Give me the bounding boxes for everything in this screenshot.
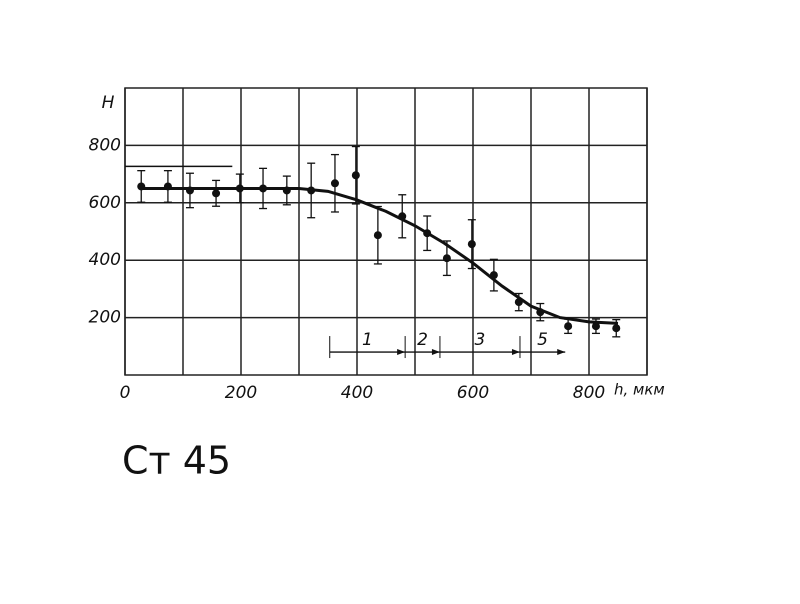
x-axis-label: h, мкм [614, 381, 665, 399]
point [423, 229, 432, 238]
point [591, 322, 600, 331]
y-tick-label: 800 [89, 135, 121, 155]
point [398, 212, 407, 221]
point [489, 271, 498, 280]
x-tick-label: 400 [341, 383, 373, 403]
y-tick-label: 200 [89, 308, 121, 328]
point [612, 324, 621, 333]
point [514, 298, 523, 307]
fit-curve [141, 186, 619, 325]
point [564, 322, 573, 331]
zone-label: 1 [362, 330, 373, 350]
x-tick-label: 200 [225, 383, 257, 403]
point [307, 186, 316, 195]
point [259, 184, 268, 193]
y-tick-label: 400 [89, 250, 121, 270]
zone-label: 5 [537, 330, 548, 350]
zone-label: 2 [417, 330, 428, 350]
point [373, 231, 382, 240]
x-tick-label: 0 [120, 383, 131, 403]
zone-arrowhead [557, 349, 566, 356]
point [467, 240, 476, 249]
point [351, 171, 360, 180]
point [282, 186, 291, 195]
point [536, 308, 545, 317]
zone-arrowhead [431, 349, 440, 356]
point [235, 184, 244, 193]
x-tick-label: 800 [573, 383, 605, 403]
y-tick-label: 600 [89, 193, 121, 213]
x-tick-label: 600 [457, 383, 489, 403]
zone-arrowhead [397, 349, 406, 356]
y-axis-label: H [102, 93, 115, 113]
zone-label: 3 [475, 330, 486, 350]
point [330, 179, 339, 188]
caption: Ст 45 [122, 439, 231, 483]
point [185, 186, 194, 195]
point [212, 189, 221, 198]
point [137, 182, 146, 191]
point [163, 182, 172, 191]
zone-arrowhead [511, 349, 520, 356]
point [442, 254, 451, 263]
